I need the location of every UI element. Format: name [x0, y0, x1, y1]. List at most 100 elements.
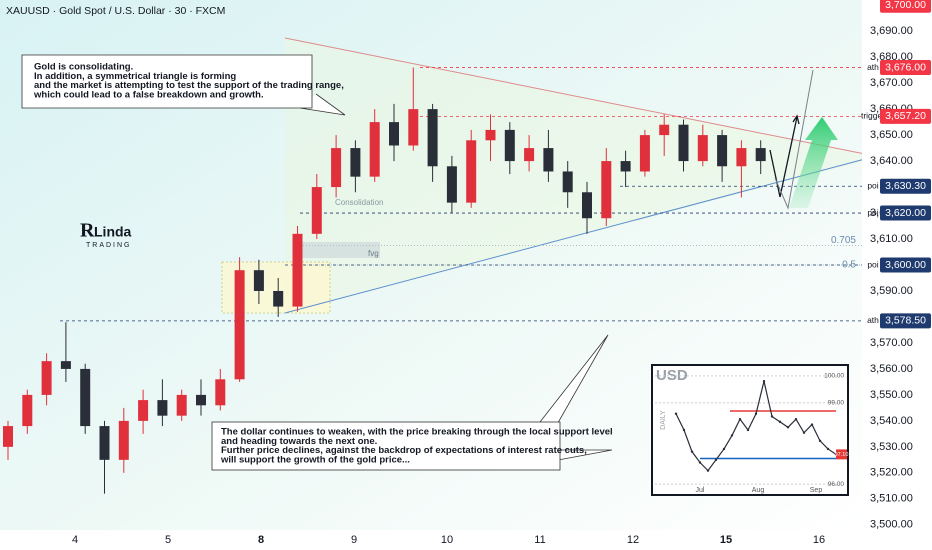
candle-body — [234, 270, 245, 380]
price-tag — [880, 108, 931, 124]
levels — [60, 67, 862, 322]
candle-body — [22, 394, 33, 427]
annotation-line: In addition, a symmetrical triangle is f… — [34, 71, 236, 82]
candle-body — [331, 148, 342, 188]
brand: Linda — [94, 224, 132, 240]
x-tick-label: 4 — [72, 534, 78, 546]
price-tag-label: 3,620.00 — [885, 207, 926, 219]
candle-body — [273, 290, 284, 307]
candle-body — [620, 161, 631, 172]
triangle-fill — [285, 38, 880, 313]
annotation-line: and heading towards the next one. — [221, 436, 377, 447]
candle-body — [389, 122, 399, 146]
path-arrow-2 — [774, 69, 814, 210]
inset-point — [746, 428, 750, 432]
price-tag-label: 3,630.30 — [885, 180, 926, 192]
candle-body — [446, 166, 457, 203]
callout-2 — [211, 421, 561, 471]
y-tick-label: 3,670.00 — [870, 77, 913, 89]
inset-point — [810, 423, 814, 426]
y-tick-label: 3,540.00 — [870, 415, 913, 427]
candle-body — [697, 135, 708, 162]
fib-label: 0.5 — [842, 260, 856, 271]
y-tick-label: 3,640.00 — [870, 155, 913, 167]
inset-point — [794, 417, 798, 421]
candle-body — [562, 171, 573, 193]
candle-body — [350, 148, 361, 177]
inset-point — [698, 461, 702, 464]
candle-body — [639, 135, 650, 172]
candle-body — [659, 124, 670, 136]
inset-tick-label: 96.00 — [828, 481, 845, 488]
inset-tick-label: 100.00 — [824, 373, 844, 380]
inset-point — [722, 447, 726, 451]
x-tick-label: 8 — [258, 534, 264, 546]
level-name: poi — [867, 259, 878, 269]
price-tag-label: 3,700.00 — [885, 0, 926, 11]
price-tag-label: 3,657.20 — [885, 110, 926, 122]
inset-point — [690, 450, 694, 453]
inset-point — [730, 434, 734, 437]
candle-body — [582, 192, 592, 219]
candles — [3, 67, 766, 494]
annotation-line: and the market is attempting to test the… — [34, 80, 344, 91]
y-tick-label: 3,510.00 — [870, 493, 913, 505]
candle-body — [176, 394, 187, 416]
candle-body — [543, 148, 554, 172]
x-tick-label: 12 — [627, 534, 639, 546]
y-tick-label: 3,570.00 — [870, 337, 913, 349]
price-tag-label: 3,676.00 — [885, 61, 926, 73]
callout-1-body — [22, 55, 312, 108]
inset-tick-label: 99.00 — [828, 400, 845, 407]
price-tag — [880, 313, 931, 329]
inset-point — [714, 458, 718, 461]
inset-point — [802, 431, 806, 434]
candle-body — [678, 124, 689, 162]
triangle-upper — [284, 37, 881, 158]
y-tick-label: 3,590.00 — [870, 285, 913, 297]
inset-point — [818, 439, 822, 443]
candle-body — [524, 148, 535, 162]
candle-body — [311, 187, 322, 234]
level-name: poi — [867, 181, 878, 191]
y-tick-label: 3,650.00 — [870, 129, 913, 141]
y-tick-label: 3,520.00 — [870, 467, 913, 479]
candle-body — [253, 270, 264, 291]
candle-body — [196, 394, 206, 406]
y-tick-label: 3,560.00 — [870, 363, 913, 375]
price-tag — [880, 178, 931, 194]
candle-body — [157, 400, 168, 416]
x-tick-label: 15 — [720, 534, 732, 546]
annotation-line: which could lead to a false breakdown an… — [33, 89, 264, 100]
candle-body — [408, 109, 419, 146]
inset-point — [682, 428, 686, 432]
price-tag — [880, 60, 931, 76]
candle-body — [41, 361, 52, 395]
price-tag — [880, 205, 931, 221]
candle-body — [138, 400, 149, 421]
chart-title: XAUUSD · Gold Spot / U.S. Dollar · 30 · … — [6, 5, 225, 17]
inset-axis-label: DAILY — [660, 410, 667, 430]
inset-last-tag — [836, 449, 847, 460]
inset-point — [762, 380, 766, 383]
y-tick-label: 3,550.00 — [870, 389, 913, 401]
inset-x-label: Sep — [810, 487, 823, 494]
candle-body — [466, 140, 477, 203]
candle-body — [60, 361, 71, 369]
annotation-line: Gold is consolidating. — [34, 62, 133, 73]
annotation-line: Further price declines, against the back… — [221, 445, 587, 456]
candle-body — [215, 379, 226, 406]
candle-body — [118, 420, 129, 460]
candle-body — [601, 161, 612, 219]
candle-body — [292, 233, 303, 307]
annotation-line: will support the growth of the gold pric… — [220, 454, 410, 465]
price-tag-label: 3,600.00 — [885, 259, 926, 271]
annotation-line: The dollar continues to weaken, with the… — [221, 427, 613, 438]
x-tick-label: 5 — [165, 534, 171, 546]
y-tick-label: 3,610.00 — [870, 233, 913, 245]
x-tick-label: 11 — [534, 534, 545, 546]
x-tick-label: 10 — [441, 534, 453, 546]
inset-last-label: 97.10 — [835, 452, 849, 458]
